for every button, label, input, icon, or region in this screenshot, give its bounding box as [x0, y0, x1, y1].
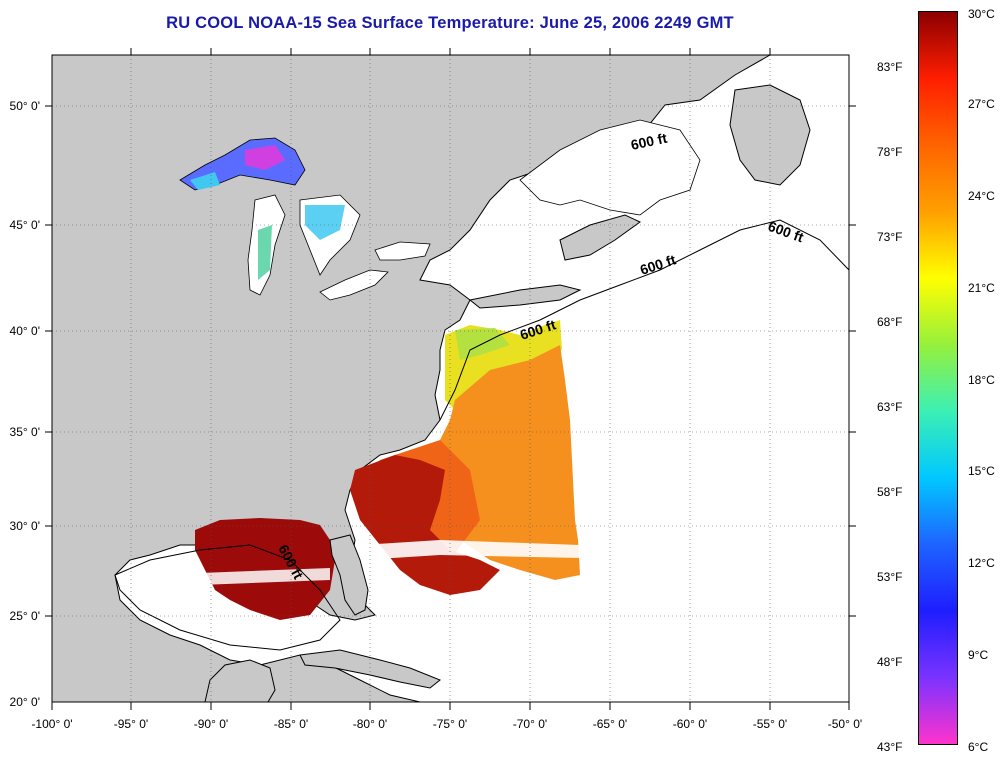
- colorbar-fahrenheit-label: 68°F: [877, 315, 903, 329]
- colorbar-celsius-label: 27°C: [968, 97, 995, 111]
- lat-label: 40° 0': [10, 324, 40, 338]
- gulf-cloud-gap: [200, 568, 330, 585]
- nova-scotia: [559, 214, 641, 261]
- colorbar-fahrenheit-label: 63°F: [877, 400, 903, 414]
- lon-label: -100° 0': [31, 717, 72, 731]
- map-title: RU COOL NOAA-15 Sea Surface Temperature:…: [166, 14, 734, 32]
- lat-label: 50° 0': [10, 99, 40, 113]
- graticule: [52, 55, 849, 702]
- colorbar-celsius-label: 9°C: [968, 648, 989, 662]
- lon-label: -70° 0': [513, 717, 547, 731]
- yucatan: [204, 659, 276, 703]
- isobath-600ft: [439, 219, 850, 421]
- colorbar-fahrenheit-label: 48°F: [877, 655, 903, 669]
- colorbar-fahrenheit-label: 53°F: [877, 570, 903, 584]
- lon-label: -65° 0': [593, 717, 627, 731]
- isobath-600ft-gulf: [114, 544, 341, 651]
- lat-label: 35° 0': [10, 425, 40, 439]
- lon-label: -55° 0': [753, 717, 787, 731]
- lon-label: -75° 0': [433, 717, 467, 731]
- lake-michigan-sst: [258, 225, 272, 280]
- lat-label: 30° 0': [10, 519, 40, 533]
- gulf-of-mexico-sst: [195, 518, 335, 620]
- colorbar-fahrenheit-label: 83°F: [877, 60, 903, 74]
- colorbar-celsius-label: 24°C: [968, 189, 995, 203]
- colorbar-fahrenheit-label: 58°F: [877, 485, 903, 499]
- cloud-gap: [360, 540, 580, 560]
- lat-label: 45° 0': [10, 218, 40, 232]
- colorbar-fahrenheit-label: 43°F: [877, 740, 903, 754]
- colorbar-fahrenheit-label: 73°F: [877, 230, 903, 244]
- colorbar-celsius-label: 21°C: [968, 281, 995, 295]
- colorbar-celsius-label: 30°C: [968, 7, 995, 21]
- long-island: [468, 284, 582, 309]
- colorbar-celsius-label: 15°C: [968, 464, 995, 478]
- cuba: [299, 649, 441, 689]
- lon-label: -85° 0': [274, 717, 308, 731]
- colorbar-celsius-label: 12°C: [968, 556, 995, 570]
- lat-label: 20° 0': [10, 695, 40, 709]
- temperature-colorbar: [918, 11, 958, 745]
- lon-label: -60° 0': [673, 717, 707, 731]
- colorbar-celsius-label: 18°C: [968, 373, 995, 387]
- lon-label: -95° 0': [114, 717, 148, 731]
- lat-label: 25° 0': [10, 609, 40, 623]
- lon-label: -80° 0': [353, 717, 387, 731]
- lon-label: -90° 0': [194, 717, 228, 731]
- latitude-labels: 50° 0' 45° 0' 40° 0' 35° 0' 30° 0' 25° 0…: [10, 99, 40, 709]
- longitude-labels: -100° 0' -95° 0' -90° 0' -85° 0' -80° 0'…: [31, 717, 862, 731]
- axis-ticks: [45, 48, 856, 710]
- lon-label: -50° 0': [828, 717, 862, 731]
- colorbar-fahrenheit-label: 78°F: [877, 145, 903, 159]
- lake-superior-cold-patch: [245, 145, 285, 170]
- lake-superior-warm-patch: [190, 172, 220, 190]
- lake-ontario: [374, 241, 431, 261]
- gulf-stream-sst: [350, 455, 500, 595]
- isobath-label: 600 ft: [629, 130, 668, 153]
- florida-peninsula: [329, 534, 369, 616]
- lake-erie: [319, 269, 389, 301]
- colorbar-celsius-label: 6°C: [968, 740, 989, 754]
- lake-huron-sst: [305, 205, 345, 240]
